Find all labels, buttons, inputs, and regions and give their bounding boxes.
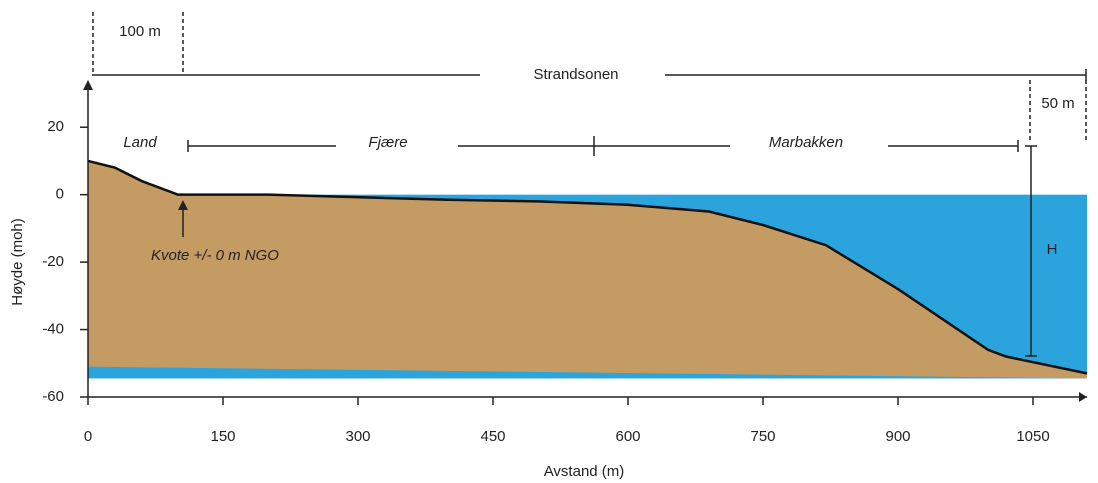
x-tick-label: 1050 [1016, 428, 1049, 445]
x-tick-label: 600 [615, 428, 640, 445]
chart: 100 m Strandsonen 50 m Land Fjære Marbak… [0, 0, 1098, 483]
x-axis-arrow [1079, 392, 1087, 402]
zone-label: Strandsonen [533, 66, 618, 83]
zone-label: Marbakken [769, 134, 843, 151]
span-label: 50 m [1041, 95, 1074, 112]
x-tick-label: 750 [750, 428, 775, 445]
y-tick-label: -20 [42, 253, 64, 270]
x-axis-label: Avstand (m) [544, 463, 625, 480]
y-tick-label: 20 [47, 118, 64, 135]
x-tick-label: 0 [84, 428, 92, 445]
x-tick-label: 450 [480, 428, 505, 445]
x-tick-label: 300 [345, 428, 370, 445]
y-axis-arrow [83, 80, 93, 90]
zone-label: Land [123, 134, 157, 151]
y-tick-label: -40 [42, 321, 64, 338]
span-label: 100 m [119, 23, 161, 40]
zone-label: Fjære [368, 134, 407, 151]
terrain-layer [88, 161, 1087, 379]
y-tick-label: -60 [42, 388, 64, 405]
datum-label: Kvote +/- 0 m NGO [151, 247, 279, 264]
height-label: H [1047, 241, 1058, 258]
x-tick-label: 900 [885, 428, 910, 445]
y-tick-label: 0 [56, 186, 64, 203]
y-axis-label: Høyde (moh) [9, 218, 26, 306]
x-tick-label: 150 [210, 428, 235, 445]
